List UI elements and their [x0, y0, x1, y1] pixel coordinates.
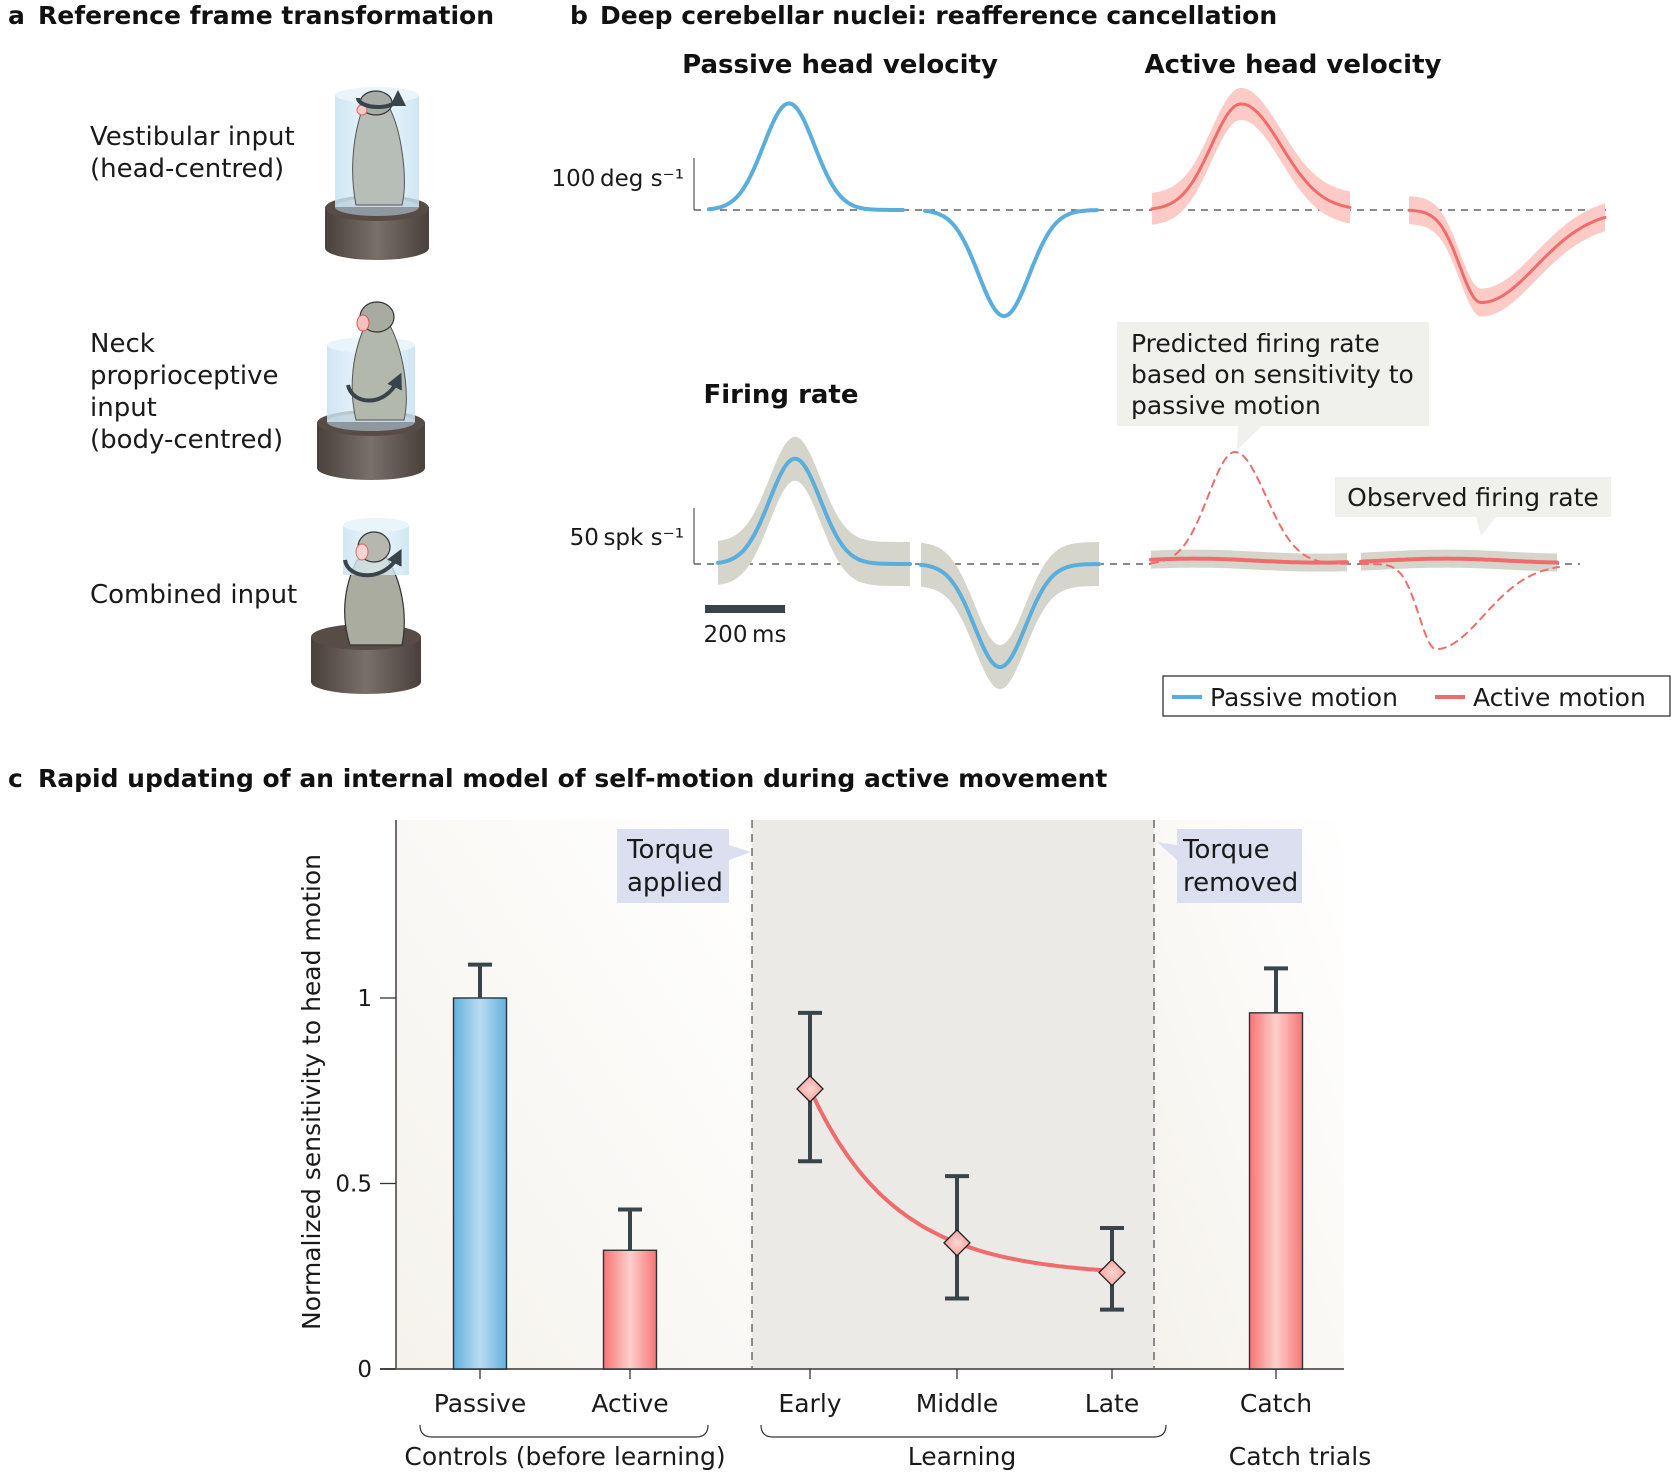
active-velocity-band-right — [1152, 88, 1350, 225]
x-tick-label-late: Late — [1085, 1389, 1139, 1418]
torque-applied-line-2: applied — [627, 868, 723, 898]
firing-scale-label: 50 spk s⁻¹ — [570, 525, 684, 551]
predicted-callout-text: Predicted firing rate based on sensitivi… — [1131, 329, 1422, 420]
neck-line-4: (body-centred) — [90, 425, 283, 455]
panel-c-letter: c — [8, 764, 23, 793]
predicted-line-2: based on sensitivity to — [1131, 360, 1414, 389]
point-middle — [943, 1228, 971, 1257]
time-scale-bar — [705, 605, 785, 613]
combined-label: Combined input — [90, 580, 297, 610]
y-tick-label: 0 — [357, 1357, 372, 1383]
vestibular-line-2: (head-centred) — [90, 154, 284, 184]
active-velocity-trace-right — [1150, 102, 1352, 211]
group-label-catch: Catch trials — [1229, 1442, 1371, 1471]
passive-velocity-title: Passive head velocity — [682, 50, 998, 80]
combined-line-1: Combined input — [90, 580, 297, 610]
torque-applied-line-1: Torque — [626, 835, 714, 865]
active-firing-trace-right — [1149, 556, 1349, 565]
neck-line-2: proprioceptive — [90, 361, 278, 391]
active-velocity-title: Active head velocity — [1145, 50, 1442, 80]
learning-background — [752, 820, 1154, 1369]
active-velocity-trace-left — [1407, 208, 1607, 305]
neck-label: Neck proprioceptive input (body-centred) — [90, 329, 287, 455]
predicted-firing-trace-right — [1150, 451, 1348, 565]
passive-firing-trace-left — [919, 562, 1101, 669]
observed-callout: Observed firing rate — [1335, 477, 1611, 536]
bar-catch — [1248, 1012, 1304, 1370]
point-late — [1098, 1258, 1126, 1287]
neck-line-3: input — [90, 393, 157, 423]
group-label-controls: Controls (before learning) — [404, 1442, 725, 1471]
monkey-combined-rotation-icon — [311, 518, 421, 694]
x-tick-label-early: Early — [778, 1389, 841, 1418]
x-tick-label-passive: Passive — [434, 1389, 526, 1418]
panel-a-letter: a — [8, 1, 25, 30]
predicted-line-3: passive motion — [1131, 391, 1321, 420]
torque-removed-text: Torque removed — [1182, 835, 1298, 898]
controls-brace — [419, 1424, 709, 1438]
bar-chart-layer: 0 0.5 1 Passive Active Early Middle Late Catch — [335, 962, 1312, 1418]
y-tick-label: 1 — [357, 986, 372, 1012]
passive-firing-trace-right — [716, 456, 912, 566]
panel-b-title: Deep cerebellar nuclei: reafference canc… — [600, 1, 1277, 30]
torque-removed-line-1: Torque — [1182, 835, 1270, 865]
predicted-callout: Predicted firing rate based on sensitivi… — [1117, 322, 1429, 450]
bar-active — [602, 1249, 658, 1370]
y-tick-label: 0.5 — [335, 1172, 372, 1198]
torque-applied-text: Torque applied — [626, 835, 723, 898]
x-tick-label-catch: Catch — [1240, 1389, 1312, 1418]
panel-a: a Reference frame transformation Vestibu… — [8, 1, 494, 694]
torque-applied-callout: Torque applied — [617, 829, 751, 903]
active-velocity-band-left — [1409, 196, 1605, 317]
predicted-line-1: Predicted firing rate — [1131, 329, 1380, 358]
passive-firing-band-left — [921, 542, 1099, 689]
panel-c-title: Rapid updating of an internal model of s… — [38, 764, 1107, 793]
panel-c: c Rapid updating of an internal model of… — [8, 764, 1371, 1471]
bar-passive — [452, 997, 508, 1370]
observed-callout-text: Observed firing rate — [1347, 483, 1599, 512]
torque-removed-line-2: removed — [1183, 868, 1298, 898]
active-firing-trace-left — [1359, 556, 1559, 565]
learning-brace — [760, 1424, 1167, 1438]
point-early — [796, 1074, 824, 1103]
trace-layer — [707, 88, 1607, 689]
monkey-head-rotation-icon — [325, 87, 429, 260]
vestibular-label: Vestibular input (head-centred) — [90, 122, 303, 184]
legend-passive-label: Passive motion — [1210, 683, 1398, 712]
passive-firing-band-right — [718, 436, 910, 586]
group-label-learning: Learning — [908, 1442, 1017, 1471]
predicted-firing-trace-left — [1360, 563, 1560, 651]
panel-a-title: Reference frame transformation — [38, 1, 494, 30]
legend-active-label: Active motion — [1473, 683, 1646, 712]
x-tick-label-middle: Middle — [916, 1389, 999, 1418]
legend: Passive motion Active motion — [1162, 675, 1671, 717]
x-tick-label-active: Active — [591, 1389, 668, 1418]
time-scale-label: 200 ms — [704, 622, 787, 648]
monkey-body-rotation-icon — [317, 301, 425, 480]
legend-box — [1162, 675, 1671, 717]
passive-velocity-trace-left — [923, 208, 1099, 318]
torque-removed-callout: Torque removed — [1157, 829, 1302, 903]
firing-rate-title: Firing rate — [703, 380, 858, 410]
panel-b-letter: b — [570, 1, 588, 30]
panel-b: b Deep cerebellar nuclei: reafference ca… — [552, 1, 1671, 717]
velocity-scale-label: 100 deg s⁻¹ — [552, 166, 685, 192]
vestibular-line-1: Vestibular input — [90, 122, 295, 152]
passive-velocity-trace-right — [707, 101, 905, 212]
y-axis-label: Normalized sensitivity to head motion — [297, 854, 326, 1330]
neck-line-1: Neck — [90, 329, 155, 359]
